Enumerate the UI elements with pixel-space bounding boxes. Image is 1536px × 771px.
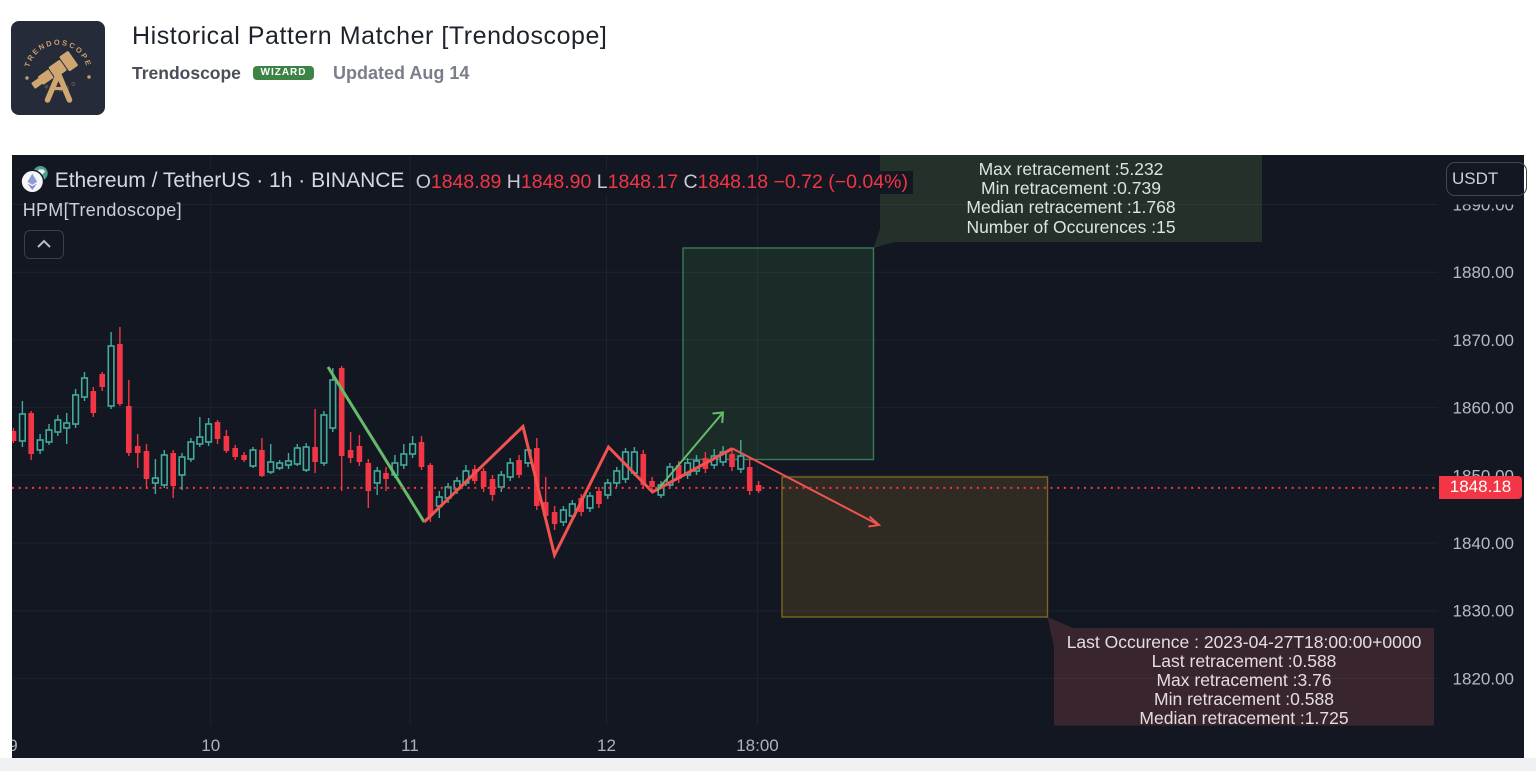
svg-text:12: 12	[597, 736, 616, 755]
svg-text:18:00: 18:00	[736, 736, 779, 755]
svg-text:1860.00: 1860.00	[1453, 399, 1514, 418]
svg-text:1830.00: 1830.00	[1453, 602, 1514, 621]
svg-text:11: 11	[401, 736, 419, 755]
svg-text:1820.00: 1820.00	[1453, 669, 1514, 688]
svg-text:1880.00: 1880.00	[1453, 263, 1514, 282]
svg-text:10: 10	[201, 736, 220, 755]
svg-text:1840.00: 1840.00	[1453, 534, 1514, 553]
svg-text:9: 9	[12, 736, 18, 755]
svg-text:1870.00: 1870.00	[1453, 331, 1514, 350]
